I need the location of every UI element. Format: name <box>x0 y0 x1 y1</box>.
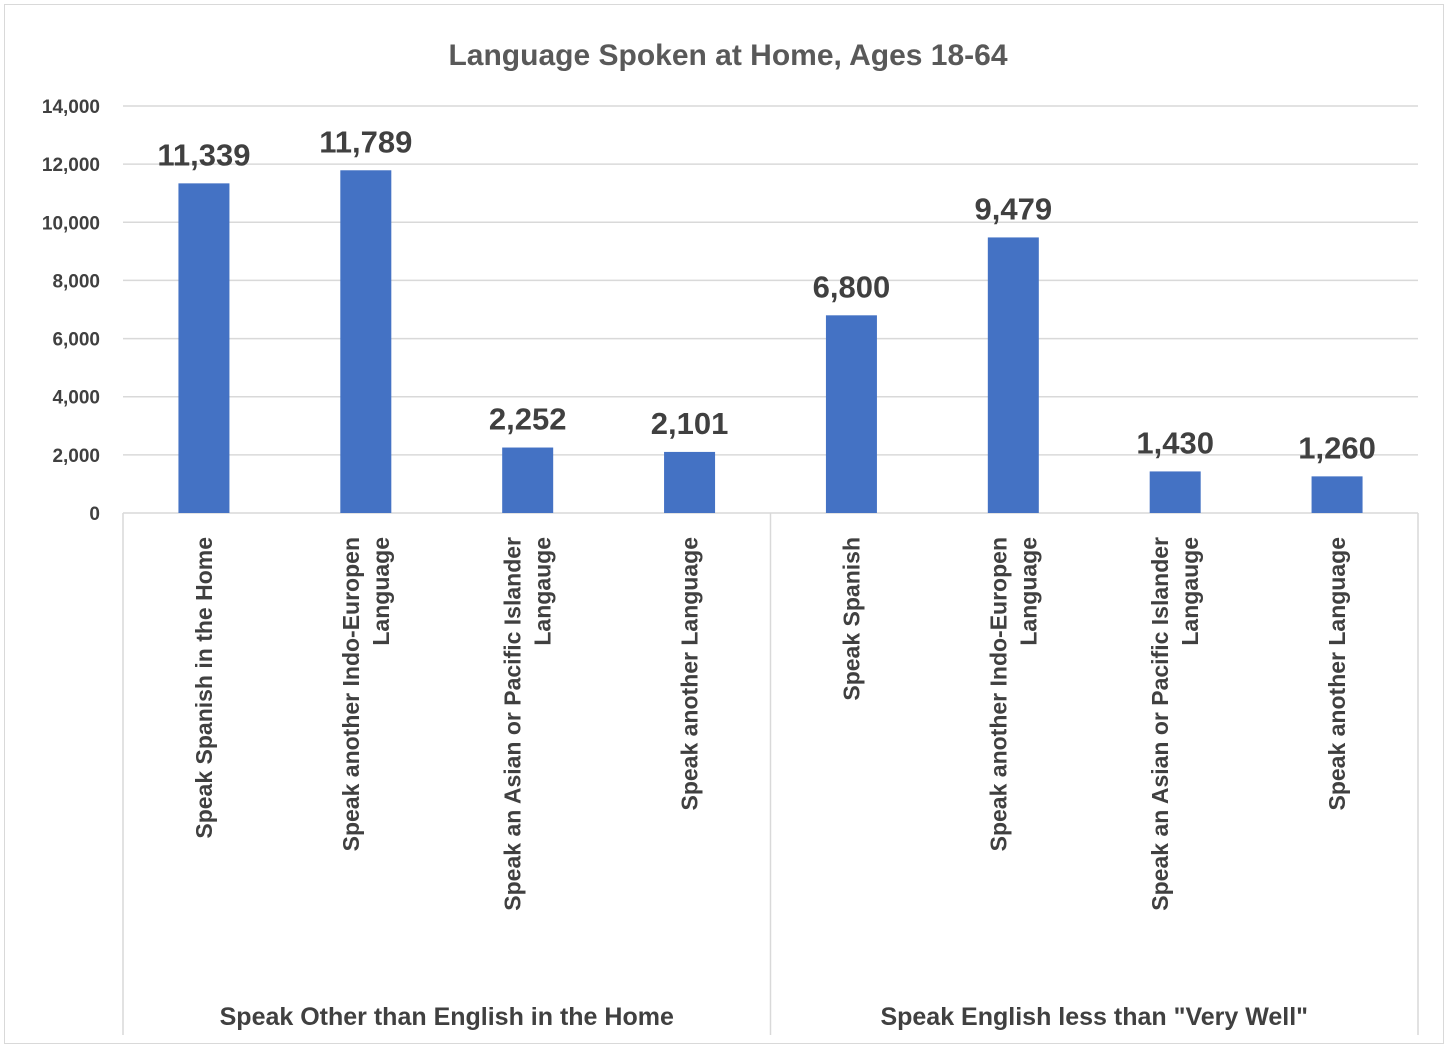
group-label: Speak Other than English in the Home <box>220 1003 674 1031</box>
bar <box>1311 476 1363 513</box>
category-label: Speak another Language <box>1324 537 1350 811</box>
bar <box>340 170 392 514</box>
y-tick-label: 12,000 <box>42 155 100 176</box>
bar <box>1149 471 1201 513</box>
data-label: 6,800 <box>813 269 891 304</box>
data-label: 9,479 <box>975 191 1053 226</box>
bar <box>178 183 230 513</box>
axes: 0 2,000 4,000 6,000 8,000 10,000 12,000 14,000 <box>42 97 1419 1035</box>
bar <box>825 315 877 513</box>
category-label: Speak another Language <box>677 537 703 811</box>
bar <box>664 451 716 513</box>
chart-title: Language Spoken at Home, Ages 18-64 <box>448 39 1007 72</box>
data-label: 11,339 <box>157 137 250 172</box>
y-tick-label: 0 <box>89 504 100 525</box>
bar <box>502 447 554 513</box>
y-tick-label: 10,000 <box>42 213 100 234</box>
y-tick-label: 14,000 <box>42 97 100 118</box>
gridlines <box>123 105 1418 456</box>
category-label: Speak another Indo-Europen Language <box>338 537 394 851</box>
y-tick-label: 4,000 <box>52 388 100 409</box>
category-label: Speak Spanish <box>838 537 864 701</box>
category-label: Speak an Asian or Pacific Islander Langau… <box>500 537 556 911</box>
category-label: Speak another Indo-Europen Language <box>985 537 1041 851</box>
labels: 11,339 Speak Spanish in the Home 11,789 Spe… <box>157 124 1375 1031</box>
category-label: Speak Spanish in the Home <box>191 537 217 839</box>
bars <box>178 170 1363 514</box>
y-tick-label: 6,000 <box>52 330 100 351</box>
y-tick-label: 8,000 <box>52 271 100 292</box>
data-label: 2,252 <box>489 402 567 437</box>
data-label: 2,101 <box>651 406 729 441</box>
chart-frame: Language Spoken at Home, Ages 18-64 0 2,0… <box>4 4 1444 1044</box>
category-label: Speak an Asian or Pacific Islander Langau… <box>1147 537 1203 911</box>
data-label: 1,260 <box>1298 430 1376 465</box>
data-label: 11,789 <box>319 124 412 159</box>
bar <box>987 237 1039 513</box>
y-tick-label: 2,000 <box>52 446 100 467</box>
group-label: Speak English less than "Very Well" <box>880 1003 1308 1031</box>
bar-chart: Language Spoken at Home, Ages 18-64 0 2,0… <box>42 39 1419 1035</box>
data-label: 1,430 <box>1136 425 1214 460</box>
